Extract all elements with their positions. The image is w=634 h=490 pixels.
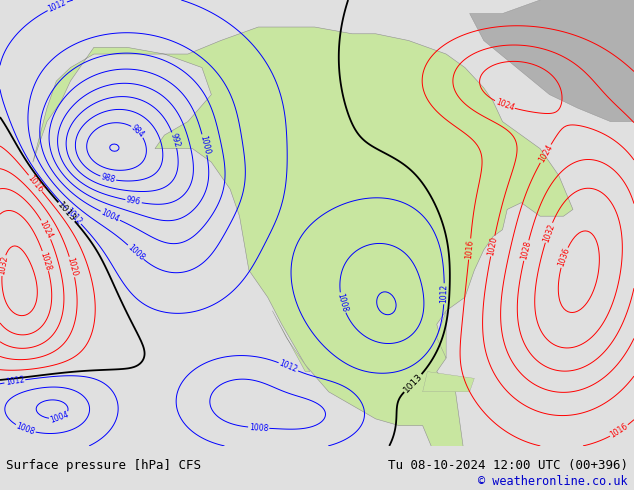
Text: 1012: 1012: [4, 375, 25, 387]
Text: 1028: 1028: [519, 240, 533, 261]
Text: 1016: 1016: [609, 422, 630, 440]
Text: 1000: 1000: [198, 134, 211, 155]
Text: 1012: 1012: [439, 284, 449, 303]
Text: Surface pressure [hPa] CFS: Surface pressure [hPa] CFS: [6, 459, 202, 472]
Polygon shape: [437, 311, 446, 358]
Text: 1008: 1008: [249, 423, 269, 433]
Text: 1024: 1024: [38, 219, 55, 240]
Text: 1032: 1032: [541, 222, 556, 243]
Text: 1020: 1020: [65, 256, 79, 277]
Text: 1004: 1004: [49, 410, 70, 425]
Text: 1008: 1008: [335, 292, 349, 313]
Polygon shape: [423, 371, 474, 392]
Text: 1012: 1012: [64, 206, 84, 226]
Polygon shape: [470, 0, 634, 122]
Text: 1032: 1032: [0, 255, 10, 276]
Polygon shape: [33, 27, 573, 473]
Text: 1008: 1008: [126, 243, 146, 262]
Text: 984: 984: [129, 123, 146, 140]
Text: 1013: 1013: [56, 200, 77, 223]
Text: 1024: 1024: [537, 143, 554, 164]
Polygon shape: [273, 311, 310, 371]
Text: Tu 08-10-2024 12:00 UTC (00+396): Tu 08-10-2024 12:00 UTC (00+396): [387, 459, 628, 472]
Text: 1008: 1008: [15, 421, 36, 437]
Text: © weatheronline.co.uk: © weatheronline.co.uk: [478, 475, 628, 488]
Text: 1024: 1024: [494, 98, 515, 113]
Text: 992: 992: [168, 132, 181, 148]
Text: 1028: 1028: [39, 250, 53, 271]
Text: 988: 988: [100, 172, 116, 185]
Text: 1020: 1020: [486, 236, 499, 256]
Text: 1013: 1013: [402, 372, 424, 394]
Text: 1012: 1012: [278, 359, 299, 375]
Text: 1036: 1036: [557, 247, 571, 268]
Text: 1016: 1016: [464, 239, 475, 259]
Text: 1004: 1004: [100, 208, 121, 224]
Text: 1012: 1012: [46, 0, 68, 14]
Text: 1016: 1016: [26, 173, 45, 194]
Text: 996: 996: [126, 196, 141, 207]
